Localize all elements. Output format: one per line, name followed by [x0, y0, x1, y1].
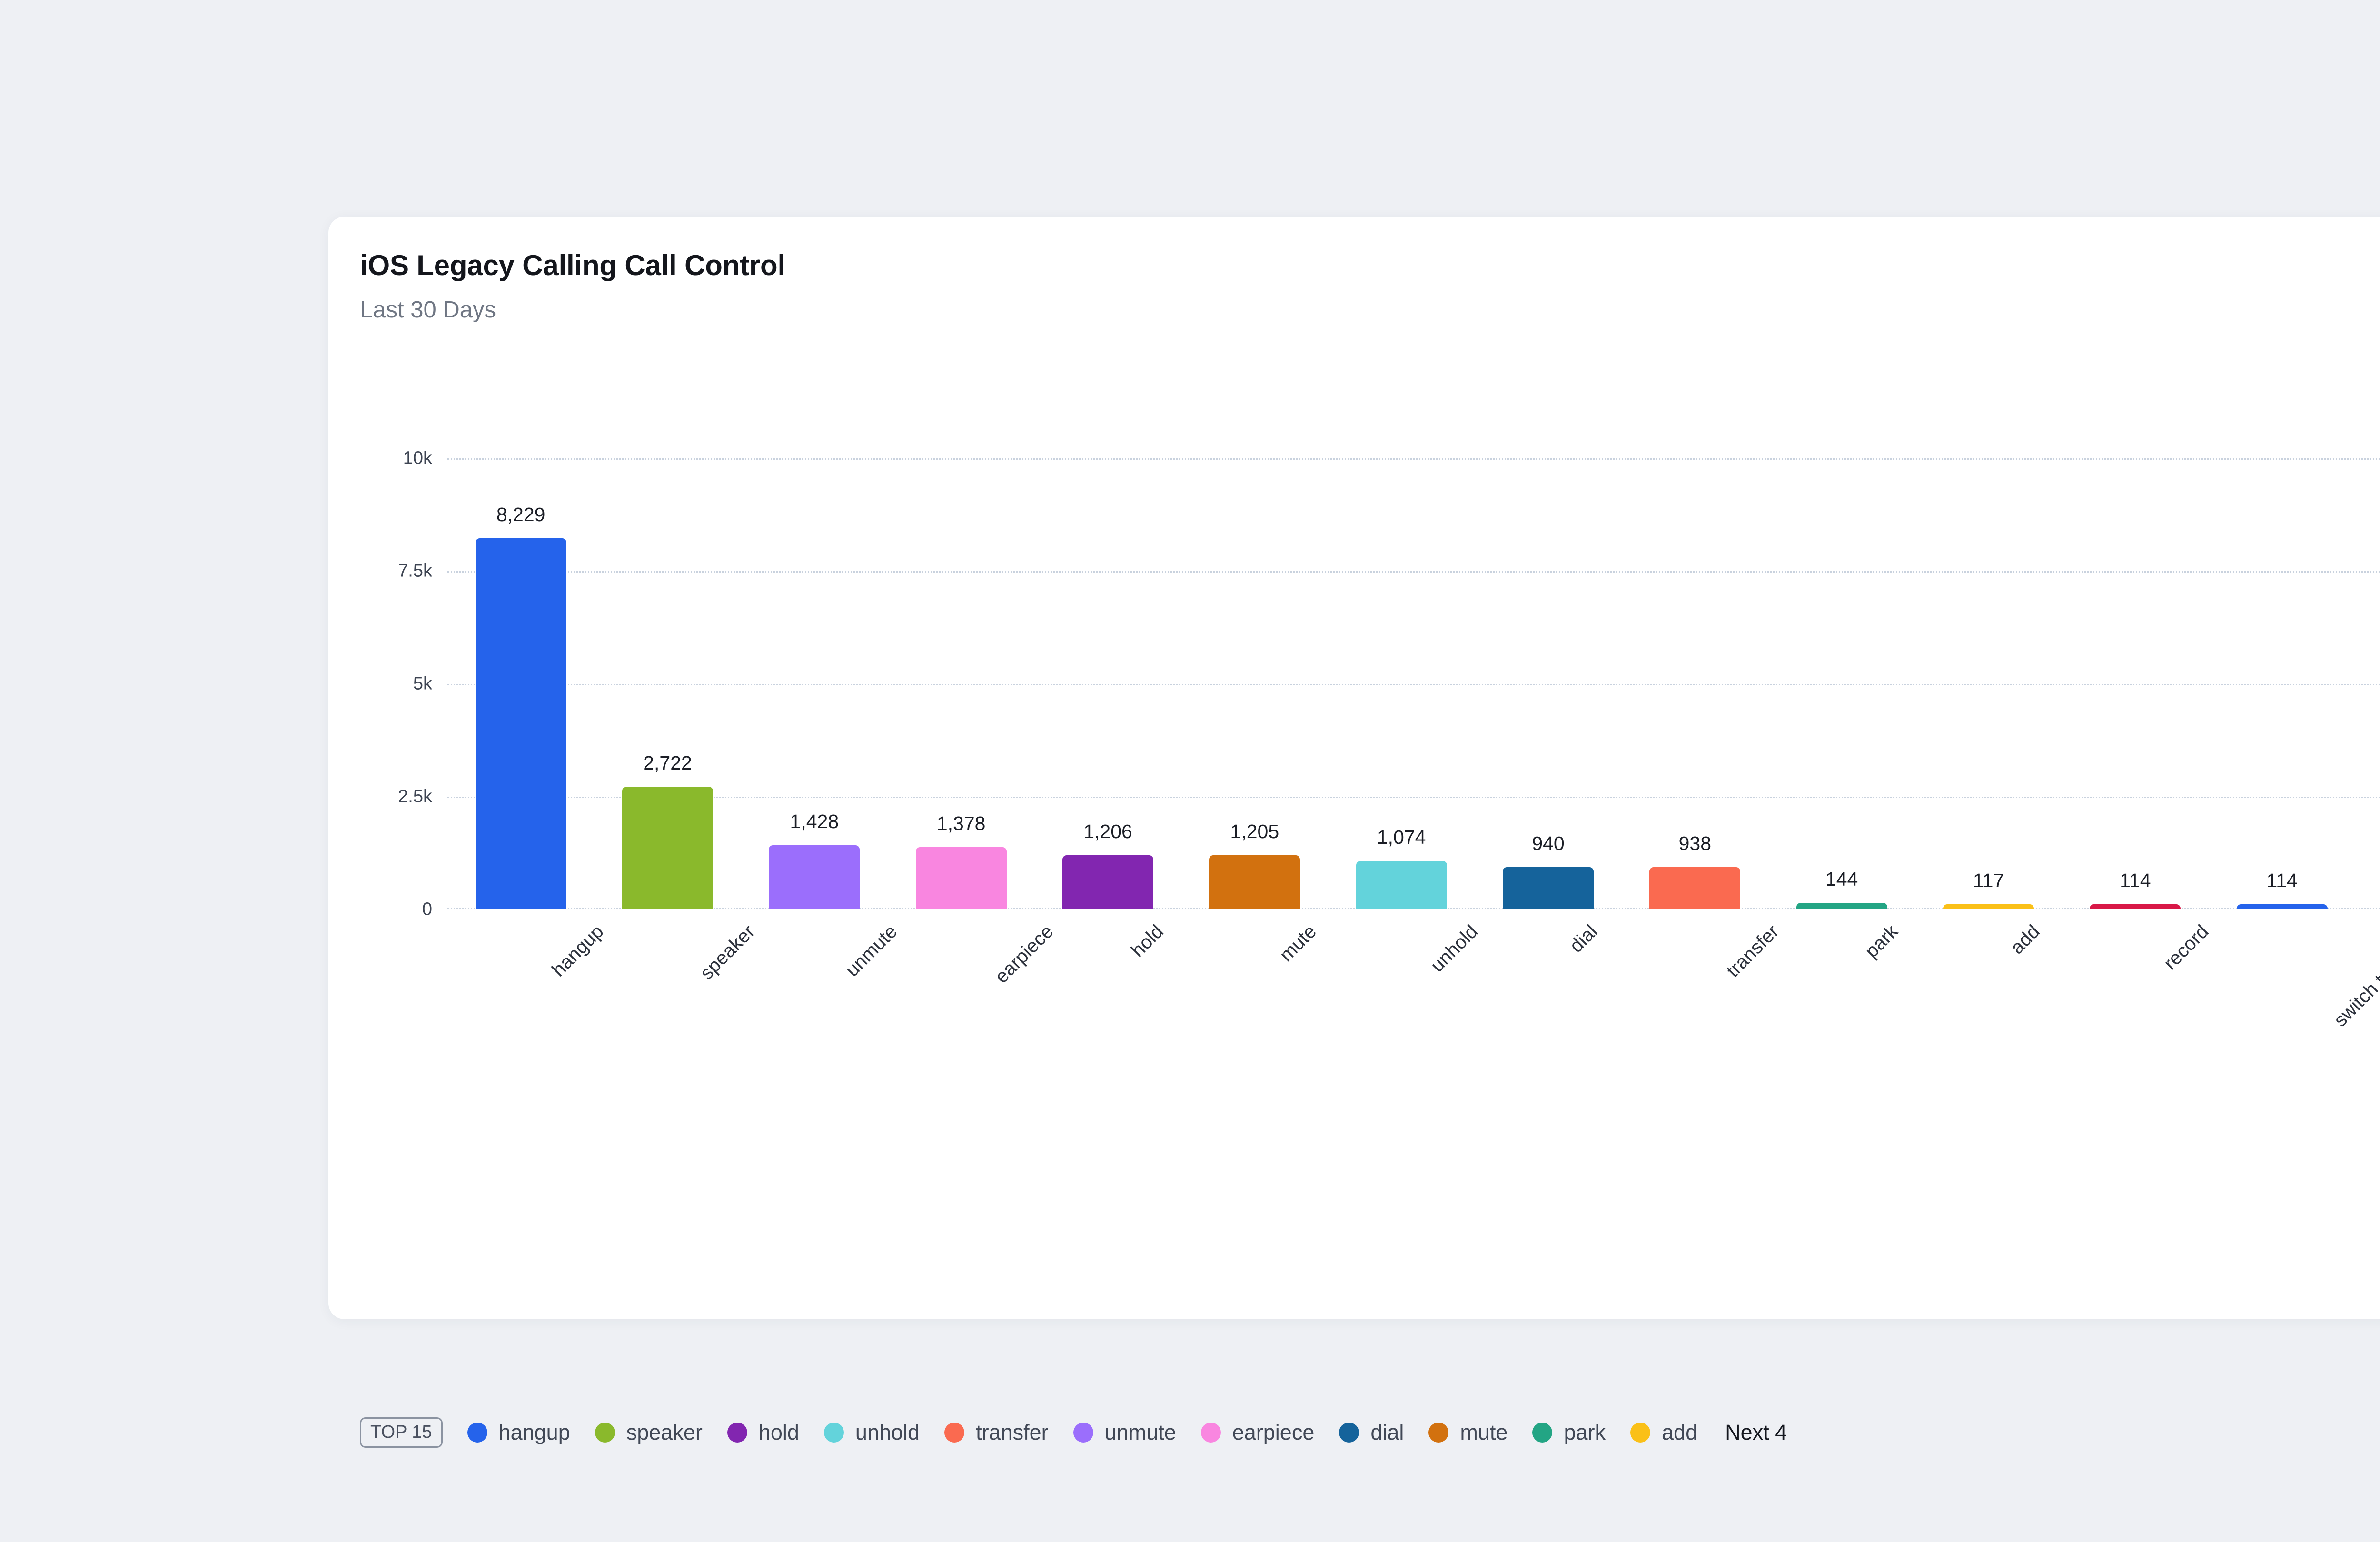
bar-hold[interactable]	[1062, 855, 1154, 909]
card-header: iOS Legacy Calling Call Control Last 30 …	[328, 217, 2380, 345]
bar-value-label: 144	[1825, 868, 1858, 890]
legend-item-mute[interactable]: mute	[1428, 1420, 1507, 1445]
legend-item-label: park	[1564, 1420, 1606, 1444]
x-axis-tick-label: mute	[1275, 921, 1320, 966]
x-axis-tick-label: record	[2160, 921, 2213, 974]
bar-transfer[interactable]	[1649, 867, 1741, 909]
bar-value-label: 1,205	[1230, 820, 1279, 842]
bar-value-label: 114	[2266, 870, 2298, 892]
legend-item-label: hold	[758, 1420, 799, 1444]
legend-color-dot	[1339, 1423, 1359, 1443]
x-axis-tick-label: switch to hd call	[2330, 921, 2380, 1031]
chart-legend: TOP 15 hangup speaker hold unhold transfer un…	[360, 1411, 2380, 1454]
bar-value-label: 2,722	[643, 751, 692, 774]
bar-mute[interactable]	[1209, 855, 1300, 909]
bar-add[interactable]	[1943, 904, 2034, 909]
legend-color-dot	[1073, 1423, 1093, 1443]
bar-value-label: 938	[1678, 832, 1712, 855]
legend-color-dot	[1630, 1423, 1651, 1443]
legend-item-speaker[interactable]: speaker	[595, 1420, 703, 1445]
bar-value-label: 940	[1532, 832, 1565, 854]
gridline	[447, 571, 2380, 573]
y-axis-tick-label: 0	[422, 899, 432, 919]
gridline	[447, 458, 2380, 460]
gridline	[447, 684, 2380, 685]
bar-value-label: 1,378	[936, 812, 986, 835]
x-axis-tick-label: earpiece	[991, 921, 1058, 988]
x-axis-tick-label: dial	[1565, 921, 1601, 957]
bar-value-label: 117	[1973, 869, 2004, 891]
legend-color-dot	[727, 1423, 747, 1443]
bar-unhold[interactable]	[1356, 861, 1447, 909]
bar-record[interactable]	[2090, 904, 2181, 909]
legend-item-label: hangup	[498, 1420, 570, 1444]
legend-item-hold[interactable]: hold	[727, 1420, 799, 1445]
bar-hangup[interactable]	[475, 538, 566, 909]
y-axis-tick-label: 10k	[403, 448, 432, 468]
chart-card: iOS Legacy Calling Call Control Last 30 …	[328, 217, 2380, 1448]
legend-item-label: earpiece	[1232, 1420, 1315, 1444]
bar-value-label: 1,074	[1377, 826, 1426, 849]
legend-item-label: add	[1662, 1420, 1698, 1444]
legend-item-unmute[interactable]: unmute	[1073, 1420, 1176, 1445]
bar-value-label: 8,229	[496, 503, 545, 525]
bar-park[interactable]	[1796, 903, 1887, 909]
bar-value-label: 1,206	[1083, 820, 1132, 842]
y-axis-tick-label: 7.5k	[398, 561, 432, 581]
chart-plot-area: 0 2.5k 5k 7.5k 10k 8,229 hangup 2,722 speaker 1,4…	[398, 448, 2380, 1031]
x-axis-tick-label: transfer	[1722, 921, 1783, 982]
legend-item-earpiece[interactable]: earpiece	[1200, 1420, 1315, 1445]
x-axis-tick-label: park	[1861, 921, 1903, 962]
legend-item-unhold[interactable]: unhold	[823, 1420, 920, 1445]
x-axis-tick-label: speaker	[696, 921, 759, 984]
date-range-subtitle: Last 30 Days	[360, 297, 496, 323]
legend-color-dot	[1428, 1423, 1449, 1443]
bar-switch-to-hd-call[interactable]	[2236, 904, 2328, 909]
bar-value-label: 114	[2120, 870, 2151, 892]
bar-dial[interactable]	[1502, 867, 1594, 909]
x-axis-tick-label: unmute	[841, 921, 902, 981]
legend-color-dot	[467, 1423, 487, 1443]
bar-speaker[interactable]	[622, 786, 714, 909]
legend-next-page-link[interactable]: Next 4	[1725, 1420, 1787, 1444]
legend-color-dot	[823, 1423, 844, 1443]
y-axis-tick-label: 5k	[413, 673, 432, 694]
legend-item-add[interactable]: add	[1630, 1420, 1697, 1445]
legend-item-hangup[interactable]: hangup	[467, 1420, 570, 1445]
bar-unmute[interactable]	[769, 845, 860, 909]
legend-item-transfer[interactable]: transfer	[944, 1420, 1049, 1445]
legend-item-label: mute	[1460, 1420, 1508, 1444]
legend-item-label: unmute	[1104, 1420, 1176, 1444]
x-axis-tick-label: unhold	[1427, 921, 1482, 977]
bar-value-label: 1,428	[790, 810, 839, 832]
y-axis-tick-label: 2.5k	[398, 786, 432, 807]
gridline	[447, 797, 2380, 798]
legend-item-park[interactable]: park	[1532, 1420, 1606, 1445]
legend-item-label: unhold	[855, 1420, 920, 1444]
page-title: iOS Legacy Calling Call Control	[360, 249, 785, 281]
legend-color-dot	[1532, 1423, 1553, 1443]
chart-plot-wrapper: 0 2.5k 5k 7.5k 10k 8,229 hangup 2,722 speaker 1,4…	[328, 345, 2380, 1187]
legend-item-label: transfer	[976, 1420, 1049, 1444]
bar-earpiece[interactable]	[915, 847, 1007, 909]
legend-color-dot	[944, 1423, 965, 1443]
x-axis-tick-label: hangup	[548, 921, 608, 981]
top-15-badge[interactable]: TOP 15	[360, 1417, 443, 1448]
legend-color-dot	[595, 1423, 615, 1443]
x-axis-tick-label: add	[2006, 921, 2044, 959]
legend-item-label: dial	[1370, 1420, 1404, 1444]
legend-item-dial[interactable]: dial	[1339, 1420, 1404, 1445]
legend-item-label: speaker	[626, 1420, 703, 1444]
x-axis-tick-label: hold	[1127, 921, 1168, 961]
legend-color-dot	[1200, 1423, 1221, 1443]
